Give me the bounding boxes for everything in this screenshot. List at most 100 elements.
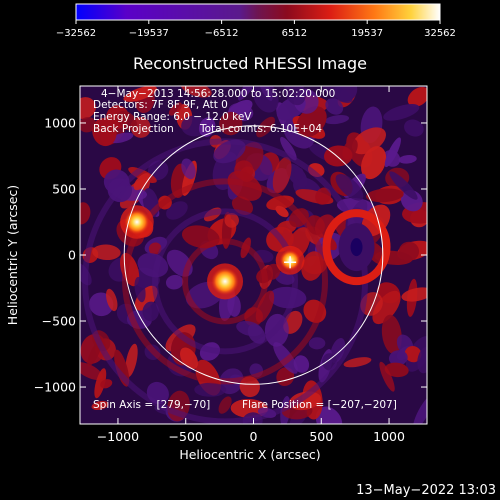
emission-blob — [288, 391, 322, 411]
emission-blob — [100, 379, 113, 389]
emission-blob — [133, 173, 150, 191]
emission-blob — [80, 202, 91, 225]
bright-sources — [120, 205, 391, 300]
x-tick-label: 500 — [309, 429, 333, 444]
colorbar-tick-label: −19537 — [129, 28, 169, 39]
emission-blob — [92, 244, 121, 261]
emission-blob — [80, 362, 103, 381]
emission-blob — [257, 86, 273, 101]
x-tick-label: −500 — [169, 429, 203, 444]
emission-blob — [372, 290, 401, 325]
emission-blob — [296, 106, 327, 138]
emission-blob — [351, 127, 386, 155]
detectors: Detectors: 7F 8F 9F, Att 0 — [93, 99, 228, 111]
flare-position: Flare Position = [−207,−207] — [242, 399, 397, 411]
emission-blob — [315, 406, 343, 424]
emission-blob — [343, 357, 372, 368]
emission-blob — [218, 396, 232, 414]
emission-ring — [182, 238, 269, 325]
time-range: 4−May−2013 14:56:28.000 to 15:02:20.000 — [101, 88, 335, 100]
y-axis-label: Heliocentric Y (arcsec) — [5, 185, 20, 325]
energy-range: Energy Range: 6.0 − 12.0 keV — [93, 111, 252, 123]
colorbar-tick-label: 19537 — [351, 28, 383, 39]
colorbar — [76, 4, 440, 20]
emission-blob — [398, 241, 420, 261]
emission-blob — [384, 362, 409, 378]
emission-blob — [275, 205, 289, 218]
emission-blob — [379, 361, 395, 392]
emission-blob — [198, 117, 216, 137]
chart-title: Reconstructed RHESSI Image — [133, 54, 367, 73]
emission-blob — [134, 285, 158, 311]
emission-blob — [272, 157, 292, 194]
x-tick-label: −1000 — [97, 429, 139, 444]
emission-blob — [325, 98, 344, 115]
emission-blob — [324, 115, 350, 125]
emission-blob — [166, 201, 188, 220]
emission-blob — [256, 116, 275, 138]
colorbar-ticks: −32562 −19537 −6512 6512 19537 32562 — [56, 20, 456, 39]
negative-source-core — [350, 238, 363, 257]
emission-blob — [389, 171, 418, 200]
emission-blob — [334, 86, 358, 102]
y-tick-label: 1000 — [44, 115, 76, 130]
y-tick-label: −500 — [42, 314, 76, 329]
emission-blob — [165, 274, 184, 290]
emission-blob — [125, 343, 138, 378]
colorbar-tick-label: 6512 — [282, 28, 307, 39]
emission-blob — [117, 110, 137, 131]
emission-blob — [413, 395, 427, 424]
emission-blob — [383, 104, 420, 121]
emission-blob — [142, 301, 159, 322]
emission-blob — [323, 145, 353, 167]
emission-blob — [381, 314, 402, 354]
emission-blob — [335, 174, 364, 201]
emission-blob — [293, 355, 310, 373]
emission-blob — [227, 294, 241, 317]
total-counts: Total counts: 6.10E+04 — [199, 123, 322, 135]
colorbar-tick-label: −6512 — [205, 28, 239, 39]
colorbar-tick-label: −32562 — [56, 28, 96, 39]
emission-blob — [275, 271, 295, 285]
emission-blob — [284, 86, 306, 106]
emission-blob — [237, 86, 260, 101]
emission-blob — [80, 116, 97, 133]
spin-axis: Spin Axis = [279,−70] — [93, 399, 210, 411]
emission-blob — [308, 337, 326, 350]
y-tick-label: 500 — [52, 181, 76, 196]
colorbar-frame — [75, 3, 441, 21]
emission-blob — [219, 111, 243, 136]
emission-blob — [365, 188, 404, 203]
emission-ring — [152, 208, 299, 355]
y-tick-label: −1000 — [34, 380, 76, 395]
emission-blob — [361, 146, 387, 180]
emission-blob — [398, 155, 417, 164]
image-area — [80, 86, 427, 424]
axis-ticks: −1000 −500 0 500 1000 1000 500 0 −500 −1000 — [34, 86, 427, 444]
colorbar-tick-label: 32562 — [424, 28, 456, 39]
emission-blob — [213, 139, 246, 164]
emission-blob — [384, 137, 401, 168]
emission-blob — [404, 346, 422, 363]
emission-blob — [80, 97, 96, 120]
emission-pattern — [80, 86, 427, 424]
emission-blob — [224, 213, 239, 228]
emission-blob — [401, 287, 427, 302]
solar-limb — [123, 125, 384, 385]
render-timestamp: 13−May−2022 13:03 — [356, 483, 496, 498]
negative-source-ring — [322, 209, 391, 286]
emission-blob — [230, 399, 269, 419]
emission-blob — [400, 190, 423, 212]
emission-blob — [255, 290, 275, 323]
emission-blob — [94, 368, 107, 399]
emission-blob — [181, 158, 196, 180]
emission-blob — [91, 400, 109, 411]
x-axis-label: Heliocentric X (arcsec) — [179, 447, 320, 462]
emission-blob — [180, 86, 212, 98]
emission-blob — [404, 119, 424, 137]
bright-source — [211, 267, 240, 296]
emission-blob — [123, 86, 158, 102]
emission-blob — [106, 288, 118, 312]
x-tick-label: 0 — [250, 429, 258, 444]
